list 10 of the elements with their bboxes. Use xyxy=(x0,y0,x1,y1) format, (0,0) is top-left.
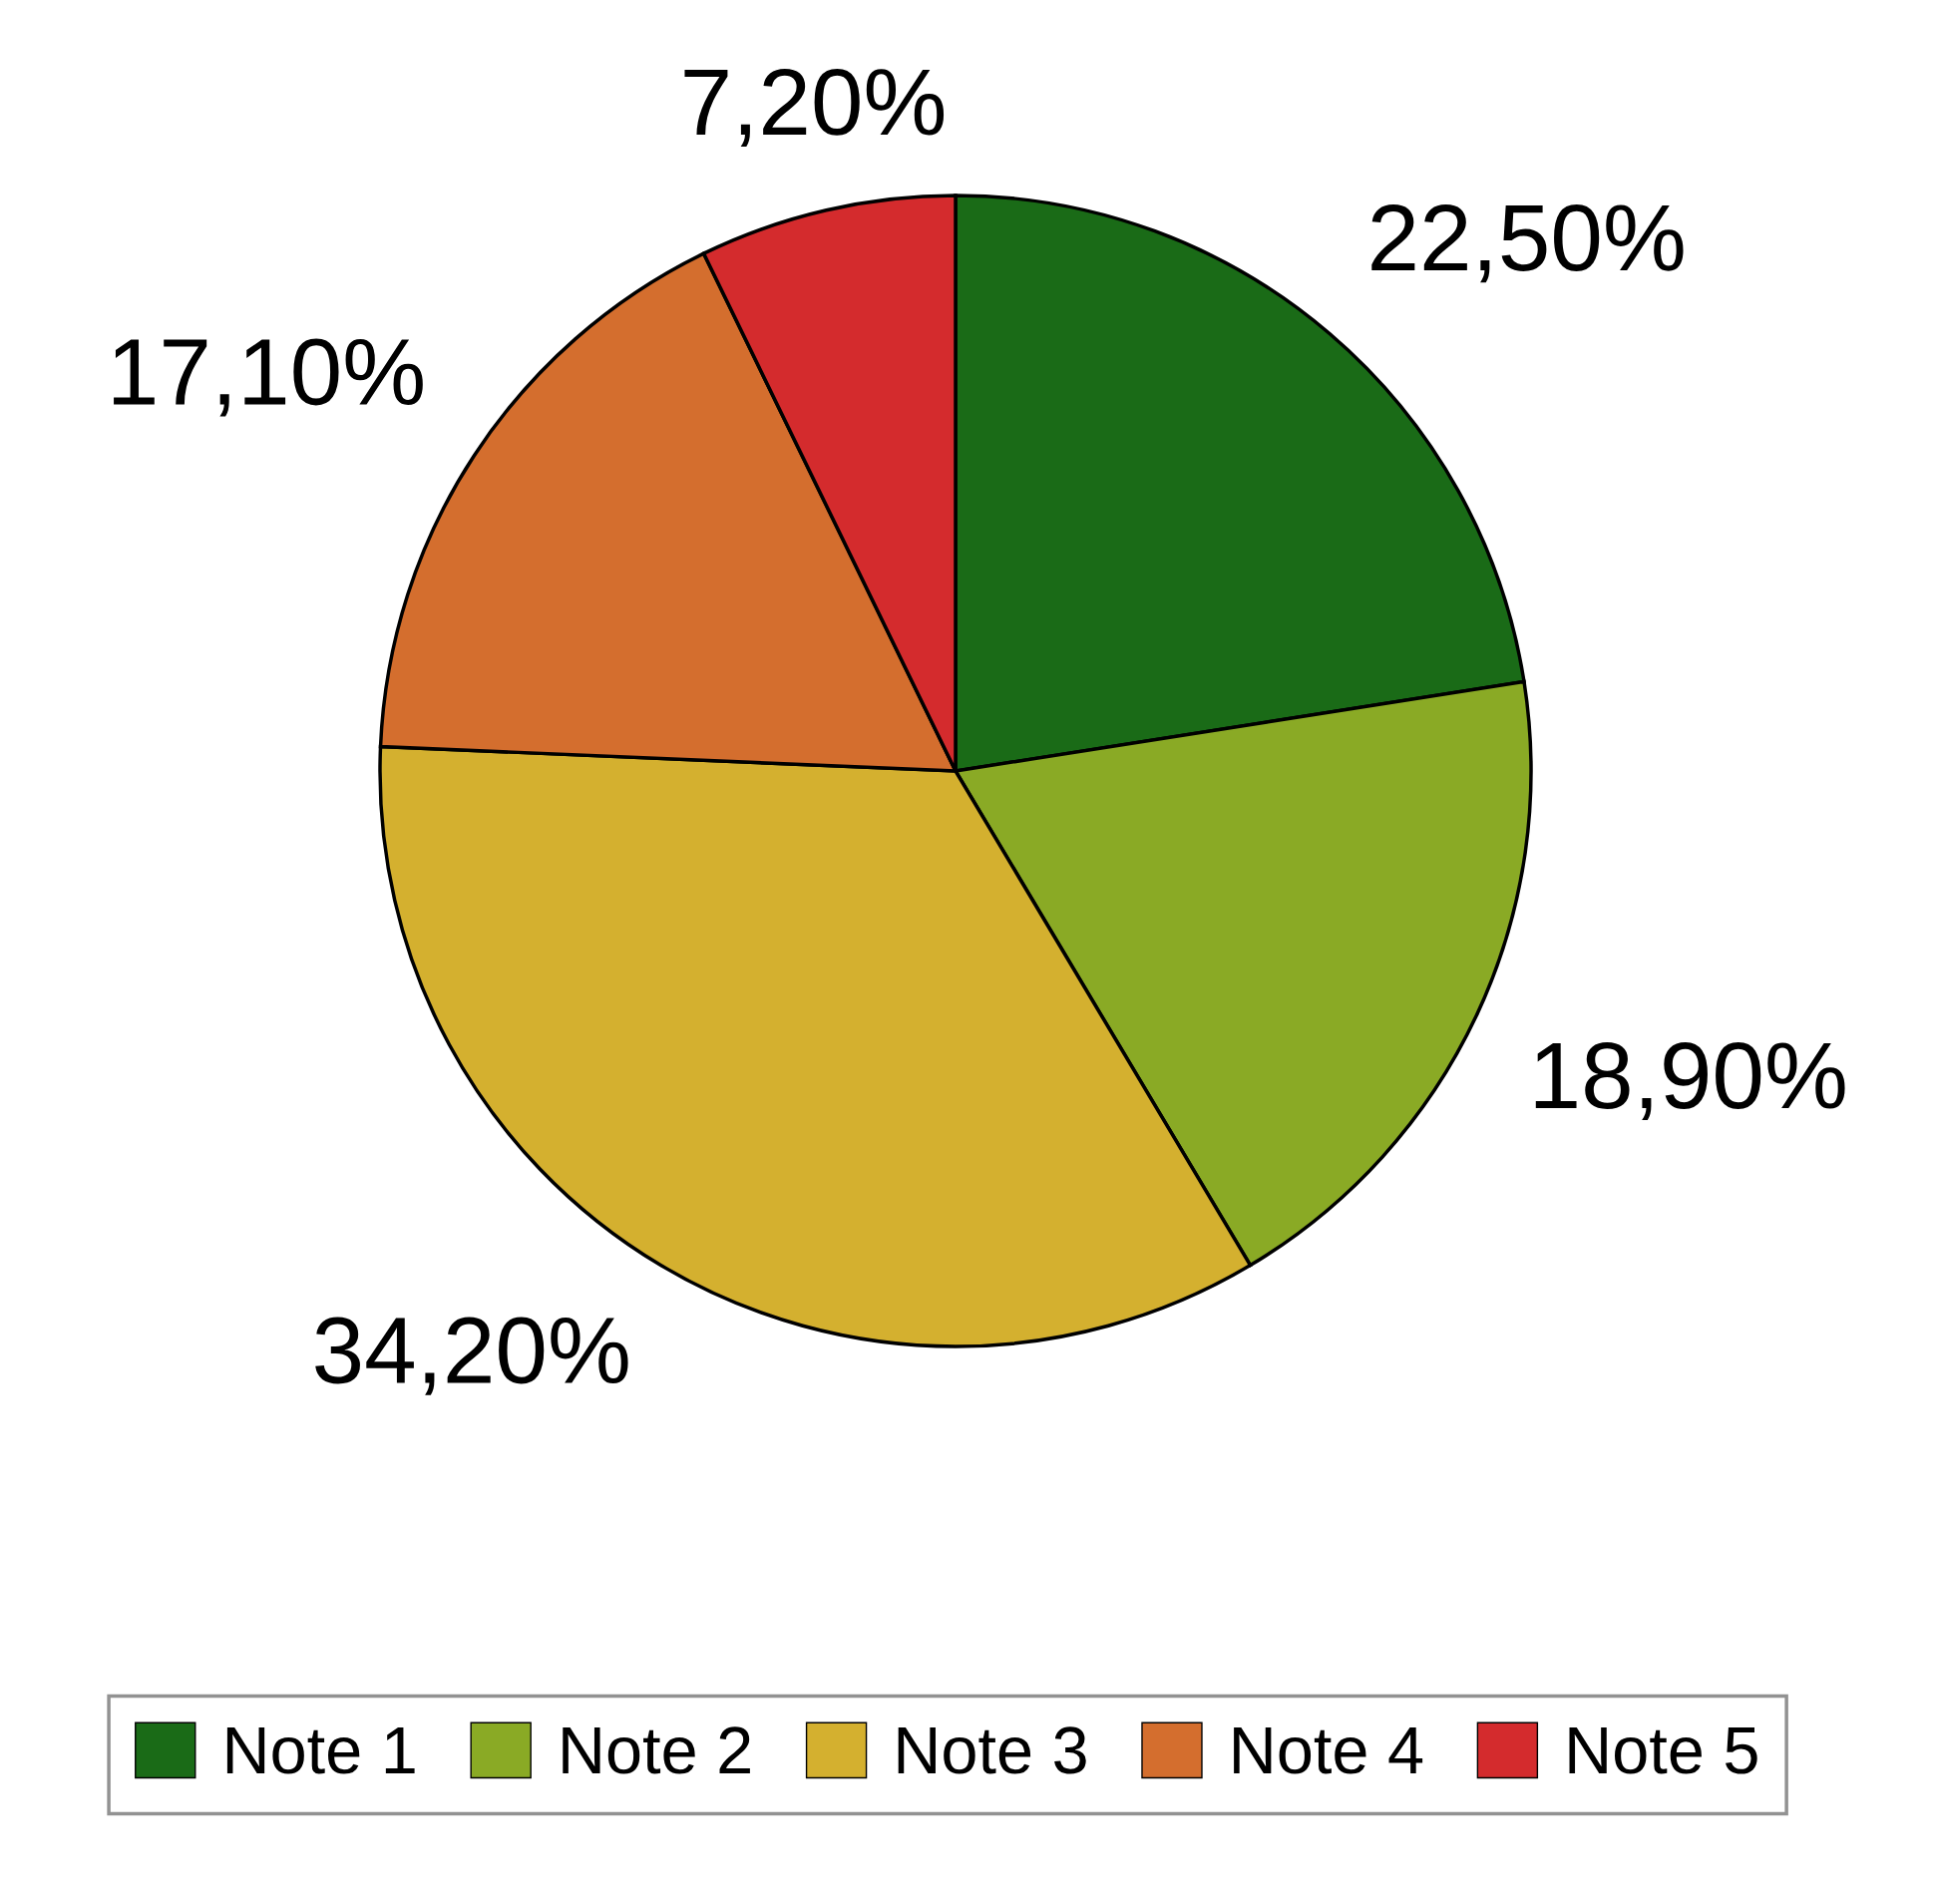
data-label: 22,50% xyxy=(1371,204,1684,283)
data-label: 7,20% xyxy=(684,68,945,147)
legend-label: Note 5 xyxy=(1569,1727,1757,1774)
legend-label: Note 4 xyxy=(1234,1727,1423,1774)
data-label: 34,20% xyxy=(315,1317,628,1395)
legend-label: Note 2 xyxy=(563,1726,750,1774)
legend-label: Note 3 xyxy=(898,1726,1086,1774)
legend-label: Note 1 xyxy=(226,1727,415,1774)
data-label: 18,90% xyxy=(1535,1042,1845,1121)
data-label: 17,10% xyxy=(114,338,423,417)
